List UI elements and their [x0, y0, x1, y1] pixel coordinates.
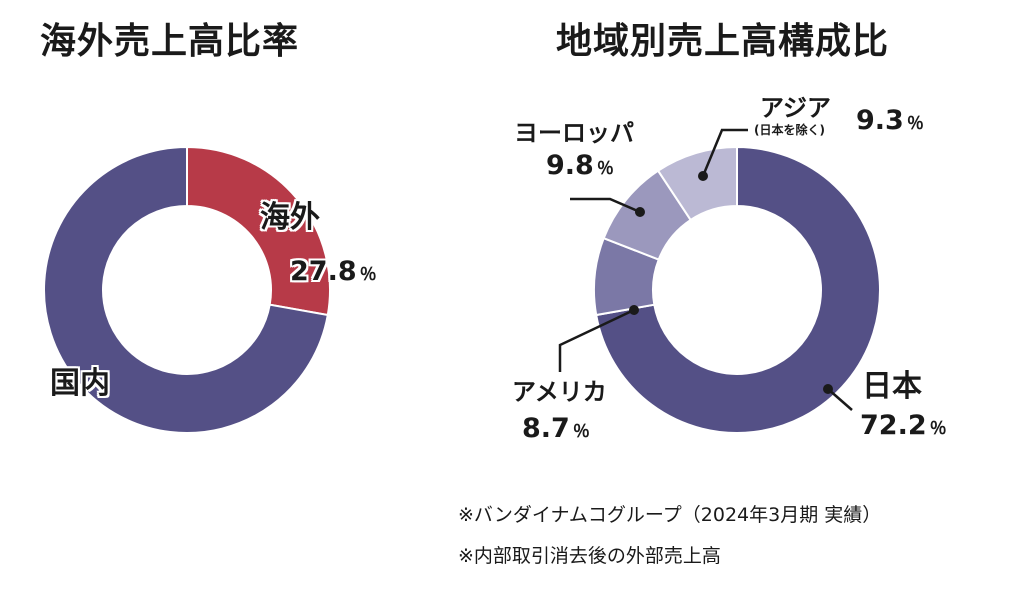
slice-value-europe: 9.8％ [546, 152, 614, 179]
leader-europe-dot [635, 207, 645, 217]
slice-value-japan-number: 72.2 [860, 410, 927, 441]
slice-value-japan-unit: ％ [930, 419, 947, 439]
slice-label-europe: ヨーロッパ [514, 121, 634, 145]
slice-value-overseas-number: 27.8 [290, 256, 357, 287]
slice-label-asia: アジア [760, 96, 831, 120]
slice-value-america-number: 8.7 [522, 413, 570, 444]
slice-value-america: 8.7％ [522, 415, 590, 442]
slice-value-overseas: 27.8％ [290, 258, 377, 285]
leader-japan-dot [823, 384, 833, 394]
slice-label-america: アメリカ [512, 380, 607, 404]
slice-value-asia: 9.3％ [856, 107, 924, 134]
slice-value-europe-number: 9.8 [546, 150, 594, 181]
slice-value-asia-unit: ％ [907, 114, 924, 134]
footnote-external-sales: ※内部取引消去後の外部売上高 [458, 541, 721, 568]
slice-label-japan: 日本 [862, 372, 922, 402]
footnote-group-results: ※バンダイナムコグループ（2024年3月期 実績） [458, 500, 881, 527]
slice-value-overseas-unit: ％ [360, 265, 377, 285]
donut-chart-regions [594, 147, 880, 433]
slice-value-asia-number: 9.3 [856, 105, 904, 136]
leader-america-dot [629, 305, 639, 315]
slice-label-domestic: 国内 [50, 369, 110, 399]
leader-asia-dot [698, 171, 708, 181]
slice-value-japan: 72.2％ [860, 412, 947, 439]
slice-label-overseas: 海外 [260, 203, 320, 233]
slice-value-europe-unit: ％ [597, 159, 614, 179]
slice-sublabel-asia: (日本を除く) [754, 124, 825, 136]
slice-value-america-unit: ％ [573, 422, 590, 442]
